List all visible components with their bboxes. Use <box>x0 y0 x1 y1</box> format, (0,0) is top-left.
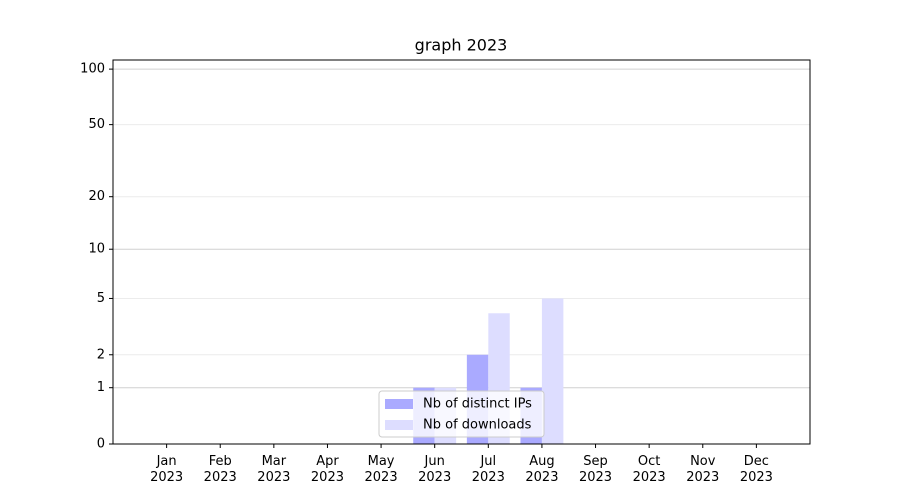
x-tick-label: May 2023 <box>365 454 398 485</box>
x-tick-label: Aug 2023 <box>525 454 558 485</box>
x-tick-label: Sep 2023 <box>579 454 612 485</box>
plot-frame <box>112 59 811 445</box>
y-tick-label: 50 <box>88 117 105 132</box>
x-tick-label: Mar 2023 <box>257 454 290 485</box>
legend-swatch <box>385 420 413 430</box>
x-tick-label: Jan 2023 <box>150 454 183 485</box>
x-tick-label: Jun 2023 <box>418 454 451 485</box>
legend-swatch <box>385 399 413 409</box>
y-tick-label: 5 <box>97 291 105 306</box>
x-tick-label: Apr 2023 <box>311 454 344 485</box>
y-tick-label: 10 <box>88 242 105 257</box>
y-tick-label: 20 <box>88 189 105 204</box>
y-tick-label: 100 <box>80 62 105 77</box>
y-tick-label: 1 <box>97 380 105 395</box>
y-tick-label: 0 <box>97 437 105 452</box>
chart-title: graph 2023 <box>415 36 508 55</box>
x-tick-label: Dec 2023 <box>740 454 773 485</box>
bar <box>541 298 564 444</box>
y-tick-label: 2 <box>97 347 105 362</box>
x-tick-label: Oct 2023 <box>633 454 666 485</box>
legend-label: Nb of distinct IPs <box>423 397 532 412</box>
x-tick-label: Jul 2023 <box>472 454 505 485</box>
x-tick-label: Feb 2023 <box>204 454 237 485</box>
legend-box <box>378 390 545 438</box>
x-tick-label: Nov 2023 <box>686 454 719 485</box>
legend-label: Nb of downloads <box>423 418 532 433</box>
